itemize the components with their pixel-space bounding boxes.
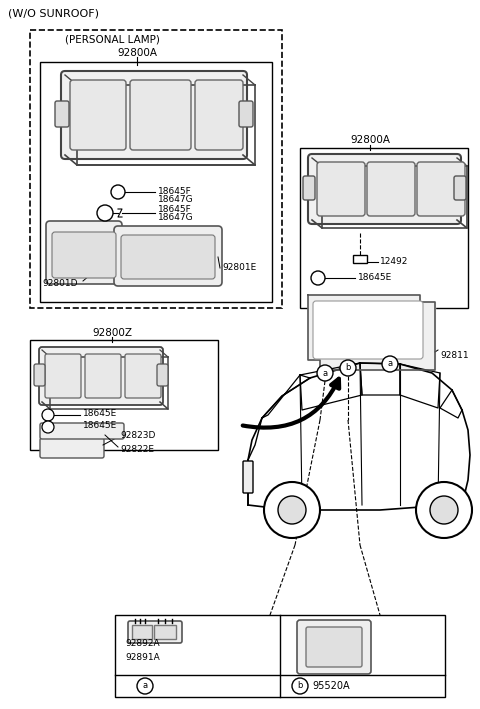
Text: 18645E: 18645E: [83, 410, 117, 418]
FancyBboxPatch shape: [297, 620, 371, 674]
FancyBboxPatch shape: [130, 80, 191, 150]
Bar: [300, 148, 468, 308]
Circle shape: [97, 205, 113, 221]
Bar: [154, 625, 176, 639]
Circle shape: [42, 409, 54, 421]
FancyBboxPatch shape: [308, 154, 461, 224]
FancyBboxPatch shape: [55, 101, 69, 127]
Bar: [353, 255, 367, 263]
FancyBboxPatch shape: [114, 226, 222, 286]
Text: 92800A: 92800A: [350, 135, 390, 145]
Text: 92801D: 92801D: [42, 279, 77, 288]
Polygon shape: [308, 295, 435, 370]
FancyBboxPatch shape: [40, 438, 104, 458]
Circle shape: [264, 482, 320, 538]
FancyBboxPatch shape: [70, 80, 126, 150]
Text: b: b: [297, 681, 303, 691]
Circle shape: [416, 482, 472, 538]
FancyBboxPatch shape: [317, 162, 365, 216]
FancyBboxPatch shape: [45, 354, 81, 398]
Text: 92800A: 92800A: [117, 48, 157, 58]
Circle shape: [137, 678, 153, 694]
Text: 92800Z: 92800Z: [92, 328, 132, 338]
FancyBboxPatch shape: [52, 232, 116, 278]
Circle shape: [430, 496, 458, 524]
FancyBboxPatch shape: [39, 347, 163, 405]
Text: 92823D: 92823D: [120, 432, 156, 440]
Text: 92822E: 92822E: [120, 445, 154, 454]
Text: (W/O SUNROOF): (W/O SUNROOF): [8, 9, 99, 19]
FancyBboxPatch shape: [306, 627, 362, 667]
FancyBboxPatch shape: [313, 301, 423, 359]
Text: 18645E: 18645E: [358, 272, 392, 281]
Text: a: a: [143, 681, 147, 691]
Circle shape: [111, 185, 125, 199]
Circle shape: [42, 421, 54, 433]
FancyBboxPatch shape: [46, 221, 122, 284]
Circle shape: [382, 356, 398, 372]
Text: 92801E: 92801E: [222, 264, 256, 272]
FancyBboxPatch shape: [367, 162, 415, 216]
Text: 12492: 12492: [380, 257, 408, 265]
FancyBboxPatch shape: [40, 423, 124, 439]
Text: 92892A: 92892A: [126, 639, 160, 647]
Circle shape: [292, 678, 308, 694]
Bar: [132, 625, 152, 639]
Circle shape: [311, 271, 325, 285]
Bar: [30, 30, 282, 308]
Circle shape: [317, 365, 333, 381]
Bar: [40, 62, 272, 302]
Text: 18647G: 18647G: [158, 213, 193, 223]
Text: 18645E: 18645E: [83, 421, 117, 430]
FancyBboxPatch shape: [303, 176, 315, 200]
FancyBboxPatch shape: [417, 162, 465, 216]
Circle shape: [340, 360, 356, 376]
FancyBboxPatch shape: [34, 364, 45, 386]
Text: a: a: [323, 369, 327, 377]
FancyArrowPatch shape: [243, 379, 339, 428]
FancyBboxPatch shape: [454, 176, 466, 200]
Text: 18645F: 18645F: [158, 186, 192, 196]
FancyBboxPatch shape: [125, 354, 161, 398]
FancyBboxPatch shape: [121, 235, 215, 279]
Bar: [115, 615, 445, 697]
Text: b: b: [345, 364, 351, 372]
FancyBboxPatch shape: [61, 71, 247, 159]
Text: 92891A: 92891A: [126, 652, 160, 661]
FancyBboxPatch shape: [85, 354, 121, 398]
Text: 92811: 92811: [440, 350, 468, 359]
Circle shape: [278, 496, 306, 524]
Text: 18647G: 18647G: [158, 196, 193, 204]
Text: a: a: [387, 359, 393, 369]
FancyBboxPatch shape: [157, 364, 168, 386]
Bar: [30, 340, 218, 450]
FancyBboxPatch shape: [243, 461, 253, 493]
Text: 18645F: 18645F: [158, 204, 192, 213]
Text: 95520A: 95520A: [312, 681, 349, 691]
Text: (PERSONAL LAMP): (PERSONAL LAMP): [65, 35, 160, 45]
FancyBboxPatch shape: [239, 101, 253, 127]
FancyBboxPatch shape: [128, 621, 182, 643]
FancyBboxPatch shape: [195, 80, 243, 150]
